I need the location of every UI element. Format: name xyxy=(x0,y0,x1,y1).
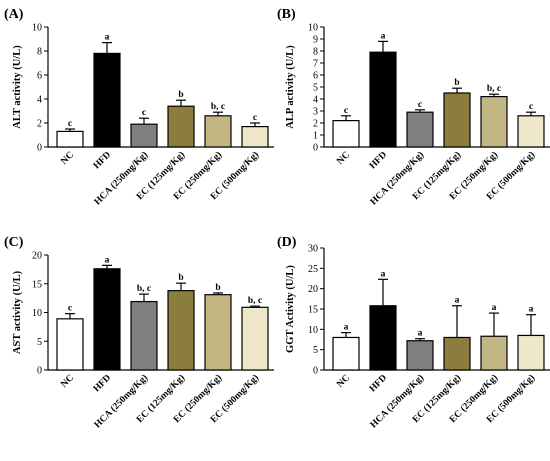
y-tick-label: 4 xyxy=(313,95,318,106)
panel-label: (A) xyxy=(4,7,24,22)
bar xyxy=(204,294,232,371)
bar xyxy=(443,92,471,148)
bar xyxy=(480,95,508,148)
x-tick-label: NC xyxy=(335,150,352,167)
y-tick-label: 0 xyxy=(313,366,318,377)
y-tick-label: 5 xyxy=(313,345,318,356)
y-tick-label: 2 xyxy=(313,119,318,130)
y-tick-label: 10 xyxy=(308,23,318,34)
y-tick-label: 6 xyxy=(37,71,42,82)
y-tick-label: 25 xyxy=(308,264,318,275)
bar xyxy=(406,340,434,371)
bar xyxy=(241,125,269,148)
y-tick-label: 8 xyxy=(313,47,318,58)
y-tick-label: 10 xyxy=(32,308,42,319)
y-tick-label: 3 xyxy=(313,107,318,118)
bar xyxy=(369,51,397,148)
y-tick-label: 8 xyxy=(37,47,42,58)
y-tick-label: 15 xyxy=(32,279,42,290)
y-tick-label: 4 xyxy=(37,95,42,106)
bar xyxy=(56,130,84,148)
significance-label: b xyxy=(454,78,459,88)
significance-label: c xyxy=(68,119,72,129)
y-tick-label: 0 xyxy=(37,143,42,154)
bar xyxy=(130,300,158,371)
significance-label: b, c xyxy=(137,284,151,294)
y-axis-label: ALP activity (U/L) xyxy=(285,45,296,129)
significance-label: c xyxy=(529,102,533,112)
y-tick-label: 10 xyxy=(308,325,318,336)
significance-label: a xyxy=(492,303,497,313)
significance-label: c xyxy=(418,100,422,110)
bar xyxy=(167,290,195,371)
panel-1: (A)ALT activity (U/L)0246810cNCaHFDcHCA … xyxy=(4,7,274,207)
significance-label: a xyxy=(418,329,423,339)
significance-label: a xyxy=(455,296,460,306)
bar xyxy=(56,318,84,371)
significance-label: c xyxy=(142,108,146,118)
bar xyxy=(167,105,195,148)
significance-label: a xyxy=(529,305,534,315)
bar xyxy=(406,111,434,148)
bar xyxy=(204,115,232,148)
y-tick-label: 10 xyxy=(32,23,42,34)
significance-label: a xyxy=(105,255,110,265)
significance-label: b xyxy=(215,283,220,293)
y-tick-label: 5 xyxy=(37,337,42,348)
x-tick-label: NC xyxy=(59,373,76,390)
panel-label: (D) xyxy=(277,235,297,250)
significance-label: c xyxy=(253,113,257,123)
significance-label: a xyxy=(105,33,110,43)
y-tick-label: 9 xyxy=(313,35,318,46)
x-tick-label: HFD xyxy=(92,150,113,171)
y-tick-label: 30 xyxy=(308,244,318,255)
bar xyxy=(130,123,158,148)
significance-label: c xyxy=(68,304,72,314)
y-tick-label: 0 xyxy=(37,366,42,377)
significance-label: b, c xyxy=(211,102,225,112)
y-tick-label: 6 xyxy=(313,71,318,82)
significance-label: b xyxy=(178,273,183,283)
bar xyxy=(480,335,508,371)
bar xyxy=(517,115,545,148)
significance-label: a xyxy=(381,31,386,41)
panel-4: (D) GGT Activity (U/L) 0 5 10 15 20 25 30 a NC a HFD… xyxy=(277,235,550,430)
bar xyxy=(241,306,269,371)
y-tick-label: 1 xyxy=(313,131,318,142)
panel-label: (B) xyxy=(277,7,296,22)
significance-label: c xyxy=(344,106,348,116)
y-tick-label: 20 xyxy=(308,284,318,295)
x-tick-label: NC xyxy=(335,373,352,390)
bar xyxy=(332,336,360,371)
significance-label: b, c xyxy=(487,84,501,94)
significance-label: b xyxy=(178,90,183,100)
bar xyxy=(332,119,360,148)
x-tick-label: NC xyxy=(59,150,76,167)
y-axis-label: AST activity (U/L) xyxy=(12,270,23,354)
y-axis-label: GGT Activity (U/L) xyxy=(285,265,296,353)
bar xyxy=(93,268,121,371)
significance-label: b, c xyxy=(248,296,262,306)
y-tick-label: 15 xyxy=(308,305,318,316)
x-tick-label: HFD xyxy=(368,373,389,394)
y-tick-label: 5 xyxy=(313,83,318,94)
y-tick-label: 20 xyxy=(32,251,42,262)
y-tick-label: 7 xyxy=(313,59,318,70)
panel-3: (C) AST activity (U/L) 0 5 10 15 20 c NC a HFD b, c… xyxy=(4,235,274,430)
bar xyxy=(443,336,471,371)
bar xyxy=(93,52,121,148)
bar xyxy=(517,334,545,371)
significance-label: a xyxy=(344,323,349,333)
significance-label: a xyxy=(381,269,386,279)
bar xyxy=(369,305,397,371)
y-tick-label: 0 xyxy=(313,143,318,154)
y-axis-label: ALT activity (U/L) xyxy=(12,45,23,129)
panel-label: (C) xyxy=(4,235,24,250)
y-tick-label: 2 xyxy=(37,119,42,130)
x-tick-label: HFD xyxy=(92,373,113,394)
x-tick-label: HFD xyxy=(368,150,389,171)
